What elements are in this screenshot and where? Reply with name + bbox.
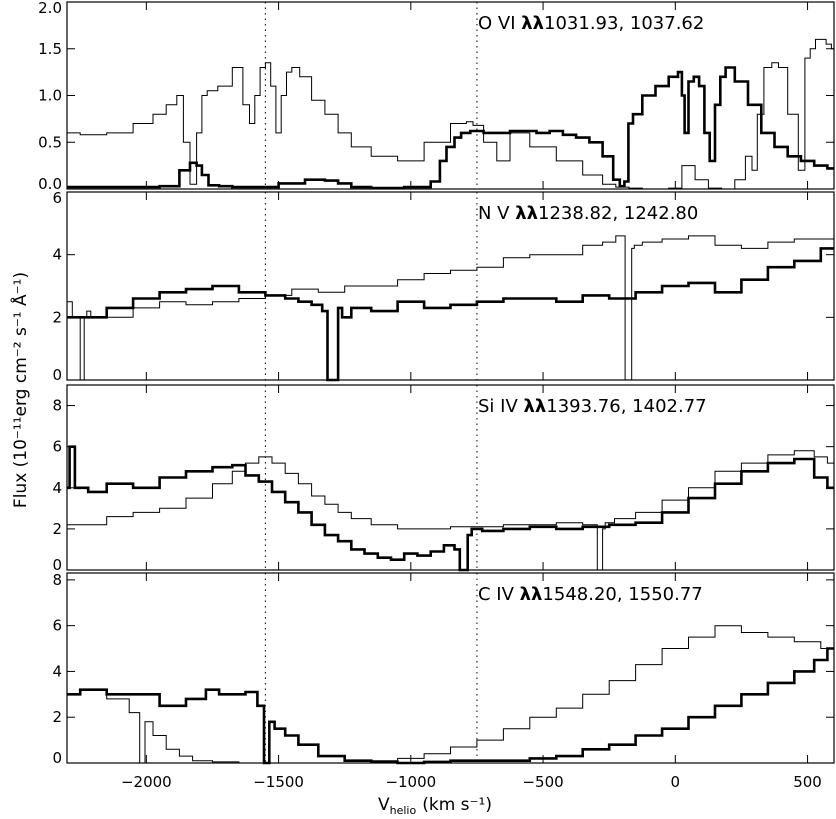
series-thick: [67, 445, 834, 572]
series-thick: [67, 647, 834, 765]
x-axis-label: Vhelio (km s⁻¹): [378, 795, 492, 817]
y-tick-label: 0: [52, 366, 62, 384]
series-thick: [67, 247, 834, 382]
y-tick-label: 6: [52, 438, 62, 456]
y-tick-label: 1.5: [38, 40, 62, 58]
panel-frame: [66, 191, 835, 381]
x-tick-label: −1000: [385, 773, 436, 791]
panel-title-lambda: λλ: [524, 396, 547, 417]
y-axis-label: Flux (10⁻¹¹erg cm⁻² s⁻¹ Å⁻¹): [9, 272, 31, 508]
series-thin: [67, 625, 834, 764]
panel-title: C IV λλ1548.20, 1550.77: [478, 584, 703, 605]
y-tick-label: 6: [52, 189, 62, 207]
panel-title-ion: Si IV: [478, 396, 524, 417]
panel-title-wavelengths: 1548.20, 1550.77: [542, 584, 702, 605]
series-thin: [67, 38, 834, 190]
y-tick-label: 6: [52, 617, 62, 635]
panel-title-wavelengths: 1031.93, 1037.62: [544, 13, 704, 34]
y-tick-label: 4: [52, 246, 62, 264]
panel-frame: [66, 572, 835, 764]
panels-group: 0.00.51.01.52.0O VI λλ1031.93, 1037.6202…: [38, 0, 835, 791]
x-tick-label: −2000: [121, 773, 172, 791]
x-axis-label-sub: helio: [390, 804, 417, 817]
panel-title-lambda: λλ: [520, 584, 543, 605]
panel-title-lambda: λλ: [515, 203, 538, 224]
y-tick-label: 0.0: [38, 175, 62, 193]
series-thick: [67, 66, 834, 190]
y-tick-label: 0: [52, 749, 62, 767]
panel-title: Si IV λλ1393.76, 1402.77: [478, 396, 707, 417]
panel-2: 0 2 4 6 N V λλ1238.82, 1242.80: [52, 189, 835, 384]
panel-frame: [66, 384, 835, 571]
panel-title: N V λλ1238.82, 1242.80: [478, 203, 698, 224]
y-tick-label: 8: [52, 571, 62, 589]
y-tick-label: 2: [52, 520, 62, 538]
panel-title-lambda: λλ: [521, 13, 544, 34]
y-tick-label: 4: [52, 662, 62, 680]
x-tick-label: −1500: [253, 773, 304, 791]
panel-1: 0.0 0.5 1.0 1.5 2.0 O VI λλ1031.93, 1037.62: [38, 0, 835, 193]
panel-title-wavelengths: 1238.82, 1242.80: [538, 203, 698, 224]
series-thin: [67, 235, 834, 381]
y-tick-label: 8: [52, 397, 62, 415]
x-tick-label: 0: [671, 773, 681, 791]
panel-title-ion: O VI: [478, 13, 521, 34]
x-axis-label-main: V: [378, 795, 390, 815]
x-axis-label-units: (km s⁻¹): [422, 795, 492, 815]
y-tick-label: 4: [52, 479, 62, 497]
series-thin: [67, 450, 834, 571]
panel-3: 0 2 4 6 8 Si IV λλ1393.76, 1402.77: [52, 384, 835, 574]
y-tick-label: 0: [52, 556, 62, 574]
panel-4: 0 2 4 6 8 C IV λλ1548.20, 1550.77: [52, 571, 835, 767]
x-tick-label: 500: [793, 773, 822, 791]
x-tick-label: −500: [522, 773, 563, 791]
y-tick-label: 2: [52, 308, 62, 326]
y-tick-label: 2: [52, 708, 62, 726]
panel-title-ion: C IV: [478, 584, 520, 605]
panel-title-wavelengths: 1393.76, 1402.77: [546, 396, 706, 417]
panel-title: O VI λλ1031.93, 1037.62: [478, 13, 704, 34]
y-tick-label: 0.5: [38, 133, 62, 151]
panel-title-ion: N V: [478, 203, 515, 224]
y-tick-label: 1.0: [38, 87, 62, 105]
y-tick-label: 2.0: [38, 0, 62, 17]
